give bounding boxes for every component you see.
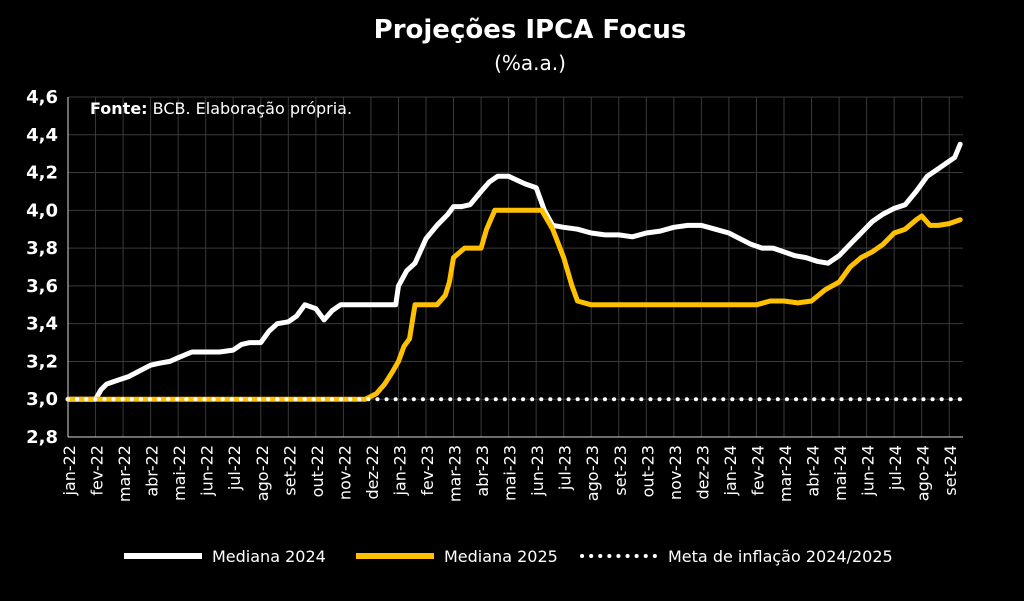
x-tick-label-23: dez-23 [693,445,712,500]
y-tick-label-2: 3,2 [26,351,58,372]
x-tick-label-20: set-23 [611,445,630,496]
y-tick-label-7: 4,2 [26,163,58,184]
x-tick-label-22: nov-23 [666,445,685,500]
x-tick-label-17: jun-23 [528,445,547,497]
legend-label-mediana-2024: Mediana 2024 [212,547,326,566]
legend-label-mediana-2025: Mediana 2025 [444,547,558,566]
x-tick-label-28: mai-24 [831,445,850,501]
x-tick-label-31: ago-24 [914,445,933,501]
x-tick-label-29: jun-24 [859,445,878,497]
axes [67,97,963,438]
x-tick-label-19: ago-23 [583,445,602,501]
y-tick-label-9: 4,6 [26,87,58,108]
y-tick-label-3: 3,4 [26,314,58,335]
chart-subtitle: (%a.a.) [494,51,566,75]
x-tick-label-4: mai-22 [170,445,189,501]
y-tick-label-8: 4,4 [26,125,58,146]
series-line-mediana-2025 [65,207,963,402]
x-tick-label-0: jan-22 [60,445,79,497]
y-tick-label-5: 3,8 [26,238,58,259]
x-tick-label-32: set-24 [941,445,960,496]
x-tick-label-5: jun-22 [198,445,217,497]
x-tick-label-6: jul-22 [225,445,244,491]
x-tick-label-8: set-22 [280,445,299,496]
y-tick-label-0: 2,8 [26,427,58,448]
source-label: Fonte: [90,99,148,118]
x-tick-label-3: abr-22 [143,445,162,497]
x-tick-label-25: fev-24 [748,445,767,496]
legend: Mediana 2024 Mediana 2025 Meta de inflaç… [124,547,893,566]
x-tick-label-15: abr-23 [473,445,492,497]
x-tick-label-18: jul-23 [556,445,575,491]
x-tick-label-7: ago-22 [253,445,272,501]
source-text: BCB. Elaboração própria. [148,99,353,118]
x-tick-label-16: mai-23 [501,445,520,501]
x-tick-label-12: jan-23 [390,445,409,497]
x-tick-label-21: out-23 [638,445,657,497]
x-tick-label-26: mar-24 [776,445,795,502]
x-tick-label-24: jan-24 [721,445,740,497]
y-tick-label-1: 3,0 [26,389,58,410]
x-tick-label-11: dez-22 [363,445,382,500]
x-tick-label-1: fev-22 [88,445,107,496]
x-tick-label-9: out-22 [308,445,327,497]
y-tick-label-6: 4,0 [26,200,58,221]
y-axis-ticks: 2,8 3,0 3,2 3,4 3,6 3,8 4,0 4,2 4,4 4,6 [26,87,58,448]
x-tick-label-13: fev-23 [418,445,437,496]
x-tick-label-30: jul-24 [886,445,905,491]
source-note: Fonte: BCB. Elaboração própria. [90,99,352,118]
series-layer [65,141,965,402]
chart-title: Projeções IPCA Focus [374,15,687,45]
x-tick-label-10: nov-22 [335,445,354,500]
x-tick-label-14: mar-23 [446,445,465,502]
legend-label-meta: Meta de inflação 2024/2025 [668,547,893,566]
x-tick-label-27: abr-24 [804,445,823,497]
y-tick-label-4: 3,6 [26,276,58,297]
series-line-mediana-2024 [65,141,963,402]
x-tick-label-2: mar-22 [115,445,134,502]
x-axis-ticks: jan-22 fev-22 mar-22 abr-22 mai-22 jun-22 jul-… [60,445,960,502]
